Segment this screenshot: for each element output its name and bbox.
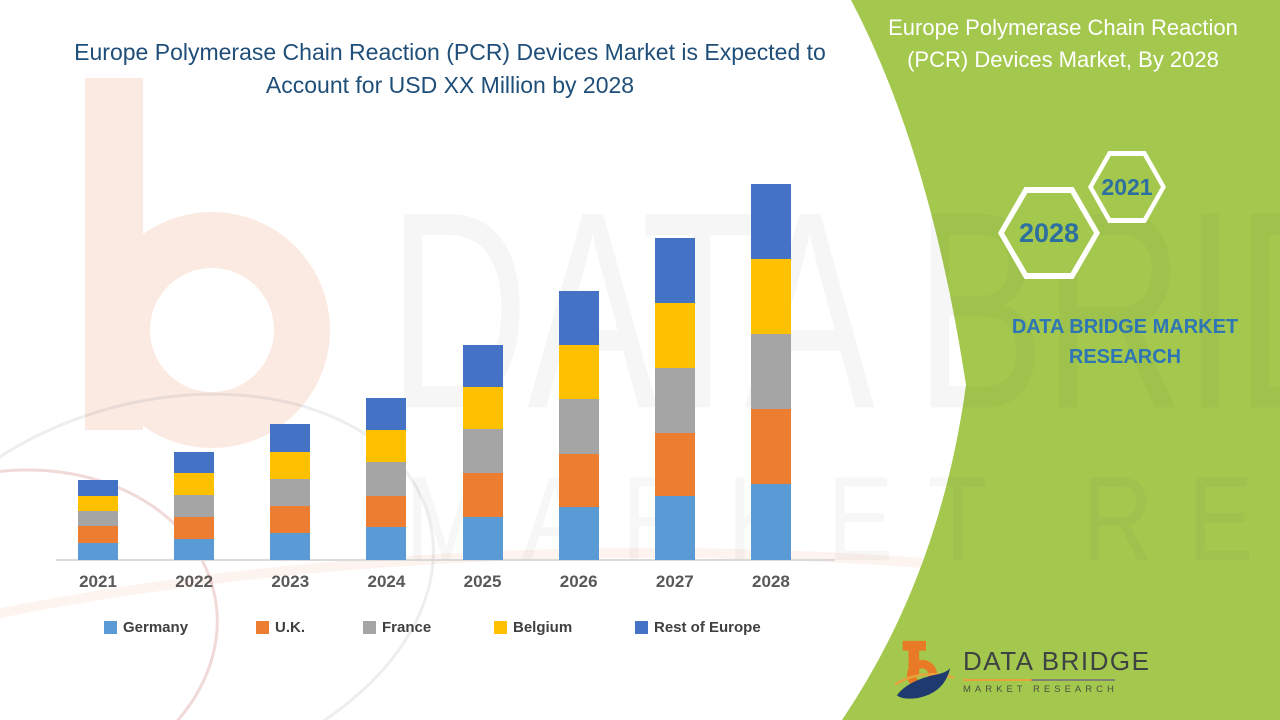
legend-label: Belgium — [513, 619, 573, 636]
legend-item-germany: Germany — [104, 619, 188, 636]
bar-segment-2021-belgium — [78, 496, 118, 511]
x-axis-label-2025: 2025 — [463, 572, 502, 591]
bar-segment-2023-belgium — [270, 452, 311, 479]
bar-segment-2027-belgium — [654, 303, 695, 368]
bar-segment-2025-u-k- — [462, 473, 503, 517]
legend-label: Rest of Europe — [654, 619, 761, 636]
chart-title: Europe Polymerase Chain Reaction (PCR) D… — [74, 39, 826, 98]
bar-segment-2024-germany — [366, 527, 407, 560]
databridge-logo-icon — [894, 640, 955, 699]
bar-segment-2025-france — [462, 429, 503, 473]
logo-title: DATA BRIDGE — [963, 646, 1151, 676]
bar-segment-2021-france — [78, 511, 118, 526]
bar-segment-2028-rest-of-europe — [750, 184, 791, 259]
legend-swatch-icon — [494, 621, 507, 634]
x-axis-label-2028: 2028 — [752, 572, 790, 591]
legend-label: U.K. — [275, 619, 305, 636]
bar-segment-2026-belgium — [558, 345, 599, 399]
brand-name-text: DATA BRIDGE MARKET RESEARCH — [1011, 316, 1239, 368]
logo-subtitle: MARKET RESEARCH — [963, 684, 1118, 695]
bar-segment-2023-france — [270, 479, 311, 506]
bar-segment-2024-u-k- — [366, 496, 407, 527]
hexagon-badge-2028: 2028 — [998, 187, 1100, 279]
bar-segment-2024-belgium — [366, 430, 407, 462]
bar-segment-2023-rest-of-europe — [270, 424, 311, 452]
logo-divider — [963, 679, 1115, 681]
bar-segment-2028-france — [750, 334, 791, 409]
legend-item-france: France — [363, 619, 431, 636]
x-axis-label-2022: 2022 — [175, 572, 214, 591]
legend-swatch-icon — [363, 621, 376, 634]
legend-item-u-k-: U.K. — [256, 619, 305, 636]
databridge-logo: DATA BRIDGE MARKET RESEARCH — [893, 638, 1150, 702]
bar-segment-2022-belgium — [174, 473, 215, 495]
x-axis-label-2026: 2026 — [559, 572, 598, 591]
bar-segment-2027-rest-of-europe — [654, 238, 695, 303]
bar-segment-2021-u-k- — [78, 526, 118, 543]
x-axis-label-2024: 2024 — [367, 572, 406, 591]
side-panel-title: Europe Polymerase Chain Reaction (PCR) D… — [888, 15, 1238, 72]
hexagon-badge-2021: 2021 — [1088, 151, 1166, 223]
bar-segment-2022-france — [174, 495, 215, 517]
bar-segment-2025-belgium — [462, 387, 503, 429]
bar-segment-2024-rest-of-europe — [366, 398, 407, 430]
bar-segment-2026-germany — [558, 507, 599, 560]
x-axis-label-2021: 2021 — [79, 572, 117, 591]
x-axis-label-2023: 2023 — [271, 572, 310, 591]
bar-segment-2024-france — [366, 462, 407, 496]
legend-swatch-icon — [104, 621, 117, 634]
bar-segment-2023-germany — [270, 533, 311, 560]
bar-segment-2023-u-k- — [270, 506, 311, 533]
logo-text-block: DATA BRIDGE MARKET RESEARCH — [963, 646, 1150, 695]
watermark-arc-orange — [0, 548, 1280, 720]
bar-segment-2026-france — [558, 399, 599, 454]
bar-segment-2027-u-k- — [654, 433, 695, 496]
x-axis-label-2027: 2027 — [655, 572, 694, 591]
bar-segment-2028-germany — [750, 484, 791, 560]
bar-segment-2021-germany — [78, 543, 118, 560]
bar-segment-2022-germany — [174, 539, 215, 560]
legend-swatch-icon — [635, 621, 648, 634]
legend-label: Germany — [123, 619, 189, 636]
legend-item-belgium: Belgium — [494, 619, 572, 636]
bar-segment-2025-germany — [462, 517, 503, 560]
bar-segment-2028-belgium — [750, 259, 791, 334]
legend-item-rest-of-europe: Rest of Europe — [635, 619, 761, 636]
bar-segment-2027-germany — [654, 496, 695, 560]
bar-segment-2022-rest-of-europe — [174, 452, 215, 473]
bar-segment-2021-rest-of-europe — [78, 480, 118, 496]
legend-label: France — [382, 619, 432, 636]
bar-segment-2026-rest-of-europe — [558, 291, 599, 345]
bar-segment-2028-u-k- — [750, 409, 791, 484]
bar-segment-2022-u-k- — [174, 517, 215, 539]
bar-segment-2025-rest-of-europe — [462, 345, 503, 387]
bar-segment-2027-france — [654, 368, 695, 433]
x-axis-line — [56, 559, 835, 561]
legend-swatch-icon — [256, 621, 269, 634]
bar-segment-2026-u-k- — [558, 454, 599, 507]
